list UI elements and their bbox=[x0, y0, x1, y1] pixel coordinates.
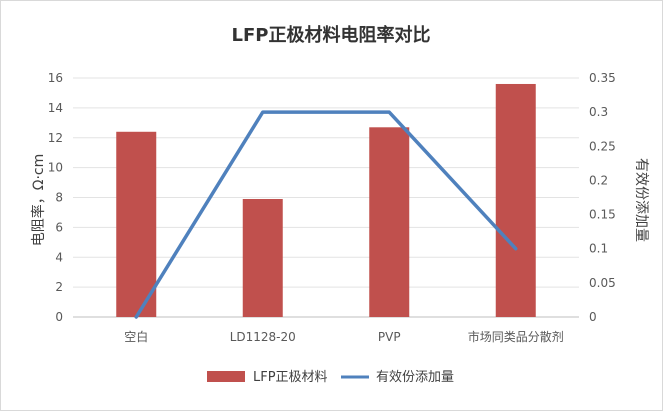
y-tick-label: 4 bbox=[55, 250, 63, 264]
bar bbox=[369, 127, 410, 317]
bar bbox=[116, 131, 157, 317]
chart-title: LFP正极材料电阻率对比 bbox=[232, 24, 431, 46]
y2-tick-label: 0 bbox=[589, 310, 597, 324]
bar-series bbox=[116, 83, 536, 317]
y-tick-label: 10 bbox=[48, 161, 63, 175]
legend: LFP正极材料 有效份添加量 bbox=[207, 370, 454, 385]
legend-bar-label: LFP正极材料 bbox=[253, 370, 328, 385]
y2-axis-title: 有效份添加量 bbox=[633, 158, 649, 242]
x-tick-label: 市场同类品分散剂 bbox=[468, 329, 564, 344]
series-line bbox=[134, 110, 518, 319]
y2-tick-label: 0.35 bbox=[589, 71, 616, 85]
line-series bbox=[134, 110, 518, 319]
x-tick-label: LD1128-20 bbox=[230, 330, 296, 344]
x-axis-ticks: 空白 LD1128-20 PVP 市场同类品分散剂 bbox=[124, 329, 564, 344]
x-tick-label: 空白 bbox=[124, 329, 148, 344]
y-axis-title: 电阻率，Ω·cm bbox=[30, 154, 47, 246]
y-tick-label: 14 bbox=[48, 101, 63, 115]
y2-tick-label: 0.15 bbox=[589, 208, 616, 222]
y2-tick-label: 0.3 bbox=[589, 105, 608, 119]
gridlines bbox=[73, 77, 579, 318]
y-tick-label: 16 bbox=[48, 71, 63, 85]
y2-tick-label: 0.05 bbox=[589, 276, 616, 290]
y-tick-label: 2 bbox=[55, 280, 63, 294]
y-tick-label: 8 bbox=[55, 191, 63, 205]
y-tick-label: 0 bbox=[55, 310, 63, 324]
bar bbox=[242, 198, 283, 317]
y-tick-label: 12 bbox=[48, 131, 63, 145]
x-tick-label: PVP bbox=[378, 330, 401, 344]
y2-tick-label: 0.2 bbox=[589, 173, 608, 187]
y2-axis-ticks: 0 0.05 0.1 0.15 0.2 0.25 0.3 0.35 bbox=[589, 71, 616, 324]
legend-bar-swatch bbox=[207, 371, 245, 382]
legend-line-label: 有效份添加量 bbox=[376, 370, 454, 385]
y-tick-label: 6 bbox=[55, 220, 63, 234]
y2-tick-label: 0.25 bbox=[589, 139, 616, 153]
bar bbox=[495, 83, 536, 317]
y2-tick-label: 0.1 bbox=[589, 242, 608, 256]
y-axis-ticks: 0 2 4 6 8 10 12 14 16 bbox=[48, 71, 63, 324]
